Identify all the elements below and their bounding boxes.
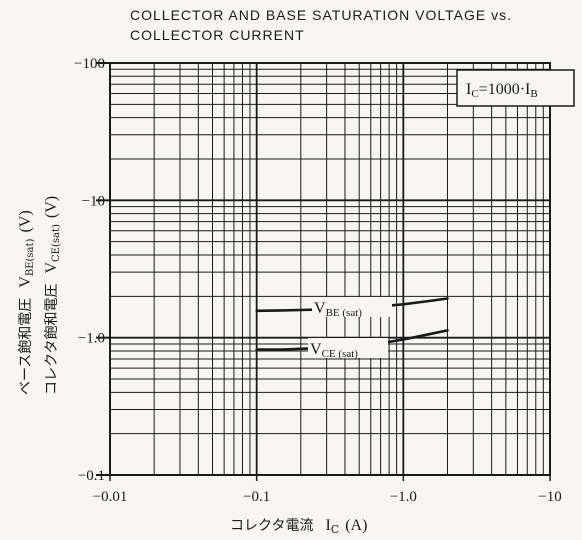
condition-ic-subscript: C [471, 88, 478, 100]
y-axis-label-line2: コレクタ飽和電圧 VCE(sat) (V) [43, 196, 62, 395]
y1-label-symbol: V [17, 276, 34, 288]
svg-text:ベース飽和電圧VBE(sat)(V): ベース飽和電圧 VBE(sat) (V) [17, 210, 36, 395]
grid-lines [96, 62, 551, 481]
y1-label-subscript: BE(sat) [25, 238, 36, 276]
y1-label-jp: ベース飽和電圧 [17, 298, 34, 395]
x-axis-label: コレクタ電流 IC (A) [230, 517, 367, 536]
x-axis-label-jp: コレクタ電流 [230, 518, 313, 534]
y-tick-label: −1.0 [78, 331, 105, 347]
x-tick-label: −0.1 [243, 489, 270, 505]
chart-title-line1: COLLECTOR AND BASE SATURATION VOLTAGE vs… [130, 7, 512, 23]
x-tick-label: −1.0 [390, 489, 417, 505]
chart-title-line2: COLLECTOR CURRENT [130, 27, 305, 43]
y2-label-symbol: V [43, 262, 60, 274]
vbe-label-subscript: BE (sat) [326, 307, 363, 319]
y2-label-unit: (V) [43, 196, 60, 218]
series-label-vce: VCE (sat) [308, 338, 388, 360]
series-label-vbe: VBE (sat) [312, 297, 392, 319]
x-tick-label: −0.01 [93, 489, 128, 505]
y-tick-label: −10 [82, 193, 105, 209]
svg-text:IC=1000·IB: IC=1000·IB [466, 81, 538, 100]
y2-label-subscript: CE(sat) [51, 224, 62, 262]
vce-label-subscript: CE (sat) [322, 348, 359, 360]
y1-label-unit: (V) [17, 210, 34, 232]
svg-text:VCE (sat): VCE (sat) [310, 341, 358, 360]
x-tick-label: −10 [538, 489, 561, 505]
condition-ib-symbol: I [525, 81, 530, 98]
vbe-label-symbol: V [314, 300, 326, 317]
x-axis-label-unit: (A) [345, 517, 367, 534]
svg-text:VBE (sat): VBE (sat) [314, 300, 362, 319]
x-tick-labels: −0.01 −0.1 −1.0 −10 [93, 489, 562, 505]
y2-label-jp: コレクタ飽和電圧 [43, 284, 60, 395]
condition-ic-symbol: I [466, 81, 471, 98]
y-tick-labels: −0.1 −1.0 −10 −100 [74, 56, 105, 484]
condition-ratio-text: =1000· [479, 81, 525, 98]
plot-frame [109, 62, 551, 476]
vce-label-symbol: V [310, 341, 322, 358]
x-axis-label-symbol: I [325, 517, 330, 534]
condition-ib-subscript: B [530, 88, 537, 100]
x-axis-label-subscript: C [331, 523, 339, 536]
y-axis-label-line1: ベース飽和電圧 VBE(sat) (V) [17, 210, 36, 395]
y-tick-label: −100 [74, 56, 105, 72]
condition-box: IC=1000·IB [456, 69, 575, 107]
y-tick-label: −0.1 [78, 468, 105, 484]
svg-text:コレクタ飽和電圧VCE(sat)(V): コレクタ飽和電圧 VCE(sat) (V) [43, 196, 62, 395]
